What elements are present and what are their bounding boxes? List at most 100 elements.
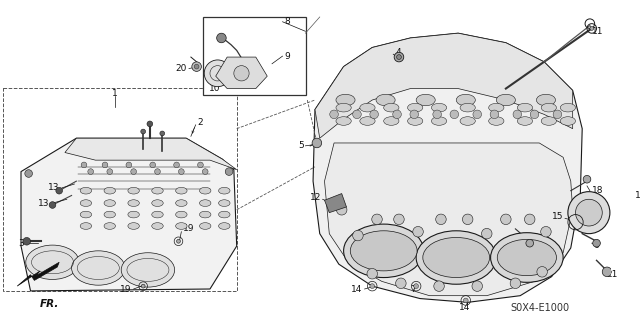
Circle shape xyxy=(141,284,145,288)
Text: 7: 7 xyxy=(410,285,416,293)
Circle shape xyxy=(131,169,136,174)
Bar xyxy=(3,88,237,291)
Circle shape xyxy=(126,162,132,168)
Circle shape xyxy=(394,52,404,62)
Circle shape xyxy=(602,267,612,277)
Text: 18: 18 xyxy=(592,186,604,195)
Ellipse shape xyxy=(104,223,115,229)
Circle shape xyxy=(179,169,184,174)
Text: 11: 11 xyxy=(592,27,604,36)
Circle shape xyxy=(583,175,591,183)
Circle shape xyxy=(434,281,444,291)
Circle shape xyxy=(481,228,492,239)
Circle shape xyxy=(150,162,156,168)
Circle shape xyxy=(541,226,551,237)
Circle shape xyxy=(490,110,499,119)
Circle shape xyxy=(204,60,231,87)
Circle shape xyxy=(88,169,93,174)
Polygon shape xyxy=(324,143,573,296)
Ellipse shape xyxy=(376,94,395,106)
Polygon shape xyxy=(313,33,582,302)
Circle shape xyxy=(225,168,233,175)
Ellipse shape xyxy=(121,253,175,287)
Text: 18: 18 xyxy=(530,241,541,249)
Circle shape xyxy=(49,202,56,208)
Ellipse shape xyxy=(152,211,163,218)
Ellipse shape xyxy=(541,117,556,125)
Ellipse shape xyxy=(408,117,423,125)
Ellipse shape xyxy=(536,94,556,106)
Circle shape xyxy=(553,110,562,119)
Circle shape xyxy=(353,230,363,241)
Ellipse shape xyxy=(431,117,447,125)
Circle shape xyxy=(394,214,404,225)
Ellipse shape xyxy=(416,94,435,106)
Circle shape xyxy=(413,226,423,237)
Ellipse shape xyxy=(128,211,140,218)
Circle shape xyxy=(372,214,382,225)
Circle shape xyxy=(526,239,534,247)
Circle shape xyxy=(353,110,361,119)
Ellipse shape xyxy=(160,131,164,136)
Circle shape xyxy=(397,55,401,59)
Circle shape xyxy=(473,110,481,119)
Text: 4: 4 xyxy=(395,48,401,57)
Ellipse shape xyxy=(128,187,140,194)
Circle shape xyxy=(81,162,87,168)
Text: 2: 2 xyxy=(198,118,203,127)
Ellipse shape xyxy=(456,94,476,106)
Text: 20: 20 xyxy=(176,64,187,73)
Ellipse shape xyxy=(460,103,476,112)
Circle shape xyxy=(330,110,339,119)
Circle shape xyxy=(217,33,226,43)
Circle shape xyxy=(593,239,600,247)
Ellipse shape xyxy=(175,223,187,229)
Ellipse shape xyxy=(423,237,490,278)
Ellipse shape xyxy=(104,200,115,206)
Text: 3: 3 xyxy=(18,239,24,248)
Ellipse shape xyxy=(496,94,515,106)
Ellipse shape xyxy=(384,103,399,112)
Ellipse shape xyxy=(416,231,496,284)
Ellipse shape xyxy=(360,117,375,125)
Ellipse shape xyxy=(219,223,230,229)
Circle shape xyxy=(25,170,33,177)
Ellipse shape xyxy=(460,117,476,125)
Ellipse shape xyxy=(360,103,375,112)
Ellipse shape xyxy=(72,251,125,285)
Text: 13: 13 xyxy=(47,183,59,192)
Ellipse shape xyxy=(80,211,92,218)
Circle shape xyxy=(472,281,483,291)
Text: 21: 21 xyxy=(606,270,618,279)
Circle shape xyxy=(23,237,31,245)
Ellipse shape xyxy=(517,103,532,112)
Ellipse shape xyxy=(104,211,115,218)
Circle shape xyxy=(463,298,468,303)
Ellipse shape xyxy=(152,187,163,194)
Text: 19: 19 xyxy=(183,224,195,234)
Ellipse shape xyxy=(175,200,187,206)
Ellipse shape xyxy=(350,231,417,271)
Ellipse shape xyxy=(152,223,163,229)
Circle shape xyxy=(177,239,180,243)
Circle shape xyxy=(463,214,473,225)
Circle shape xyxy=(234,66,249,81)
Text: 17: 17 xyxy=(635,191,640,200)
Circle shape xyxy=(510,278,521,288)
Text: 9: 9 xyxy=(284,52,290,61)
Polygon shape xyxy=(65,138,237,170)
Circle shape xyxy=(192,62,202,71)
Circle shape xyxy=(173,162,179,168)
Text: 14: 14 xyxy=(351,285,363,293)
Polygon shape xyxy=(315,33,573,138)
Ellipse shape xyxy=(408,103,423,112)
Ellipse shape xyxy=(219,187,230,194)
Ellipse shape xyxy=(26,245,79,279)
Circle shape xyxy=(396,278,406,288)
Circle shape xyxy=(575,199,602,226)
Text: 13: 13 xyxy=(38,199,50,208)
Circle shape xyxy=(337,204,347,215)
Circle shape xyxy=(537,267,547,277)
Circle shape xyxy=(56,187,63,194)
Ellipse shape xyxy=(128,200,140,206)
